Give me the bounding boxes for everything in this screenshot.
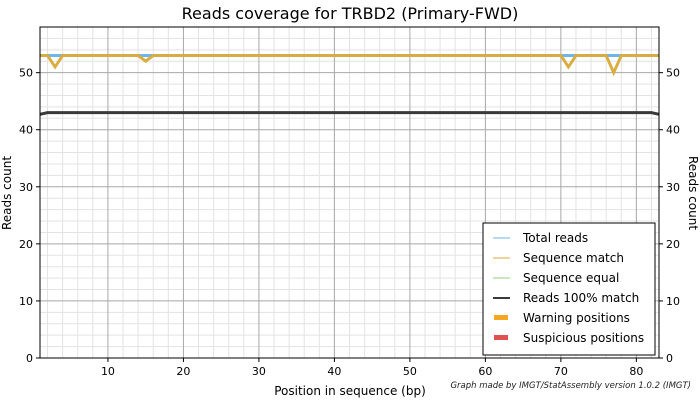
y-tick-label-left: 0 [26, 352, 33, 365]
credit-note: Graph made by IMGT/StatAssembly version … [450, 381, 691, 391]
y-axis-ticks: 0 0 10 10 20 20 30 30 40 40 50 50 [19, 67, 680, 365]
plot-frame [39, 26, 660, 359]
chart-title: Reads coverage for TRBD2 (Primary-FWD) [182, 4, 519, 23]
y-tick-label-right: 10 [666, 295, 680, 308]
legend: Total reads Sequence match Sequence equal R… [482, 222, 656, 356]
legend-label-sequence-equal: Sequence equal [523, 271, 619, 285]
x-tick-label: 20 [176, 365, 190, 378]
y-tick-label-left: 40 [19, 124, 33, 137]
x-tick-label: 70 [554, 365, 568, 378]
y-tick-label-left: 10 [19, 295, 33, 308]
x-tick-label: 80 [629, 365, 643, 378]
legend-box [482, 222, 656, 356]
y-tick-label-right: 20 [666, 238, 680, 251]
legend-swatch-warning-positions [494, 315, 508, 320]
x-tick-label: 60 [478, 365, 492, 378]
y-tick-label-left: 20 [19, 238, 33, 251]
x-tick-label: 10 [101, 365, 115, 378]
x-axis-ticks: 10 20 30 40 50 60 70 80 [101, 358, 643, 378]
y-axis-label-right: Reads count [686, 156, 700, 230]
legend-label-suspicious-positions: Suspicious positions [523, 331, 644, 345]
y-tick-label-left: 30 [19, 181, 33, 194]
legend-label-total-reads: Total reads [522, 231, 588, 245]
y-tick-label-right: 30 [666, 181, 680, 194]
x-tick-label: 40 [327, 365, 341, 378]
x-tick-label: 30 [252, 365, 266, 378]
x-axis-label: Position in sequence (bp) [274, 384, 426, 398]
y-tick-label-right: 0 [666, 352, 673, 365]
series-layer [39, 54, 660, 116]
legend-label-warning-positions: Warning positions [523, 311, 630, 325]
y-tick-label-left: 50 [19, 67, 33, 80]
series-line-sequence-match [40, 54, 659, 77]
legend-swatch-suspicious-positions [494, 335, 508, 340]
y-axis-label: Reads count [0, 156, 14, 230]
y-tick-label-right: 50 [666, 67, 680, 80]
y-tick-label-right: 40 [666, 124, 680, 137]
legend-label-reads-100pct-match: Reads 100% match [523, 291, 639, 305]
legend-label-sequence-match: Sequence match [523, 251, 624, 265]
x-tick-label: 50 [403, 365, 417, 378]
series-line-reads-100pct-match [39, 111, 660, 116]
